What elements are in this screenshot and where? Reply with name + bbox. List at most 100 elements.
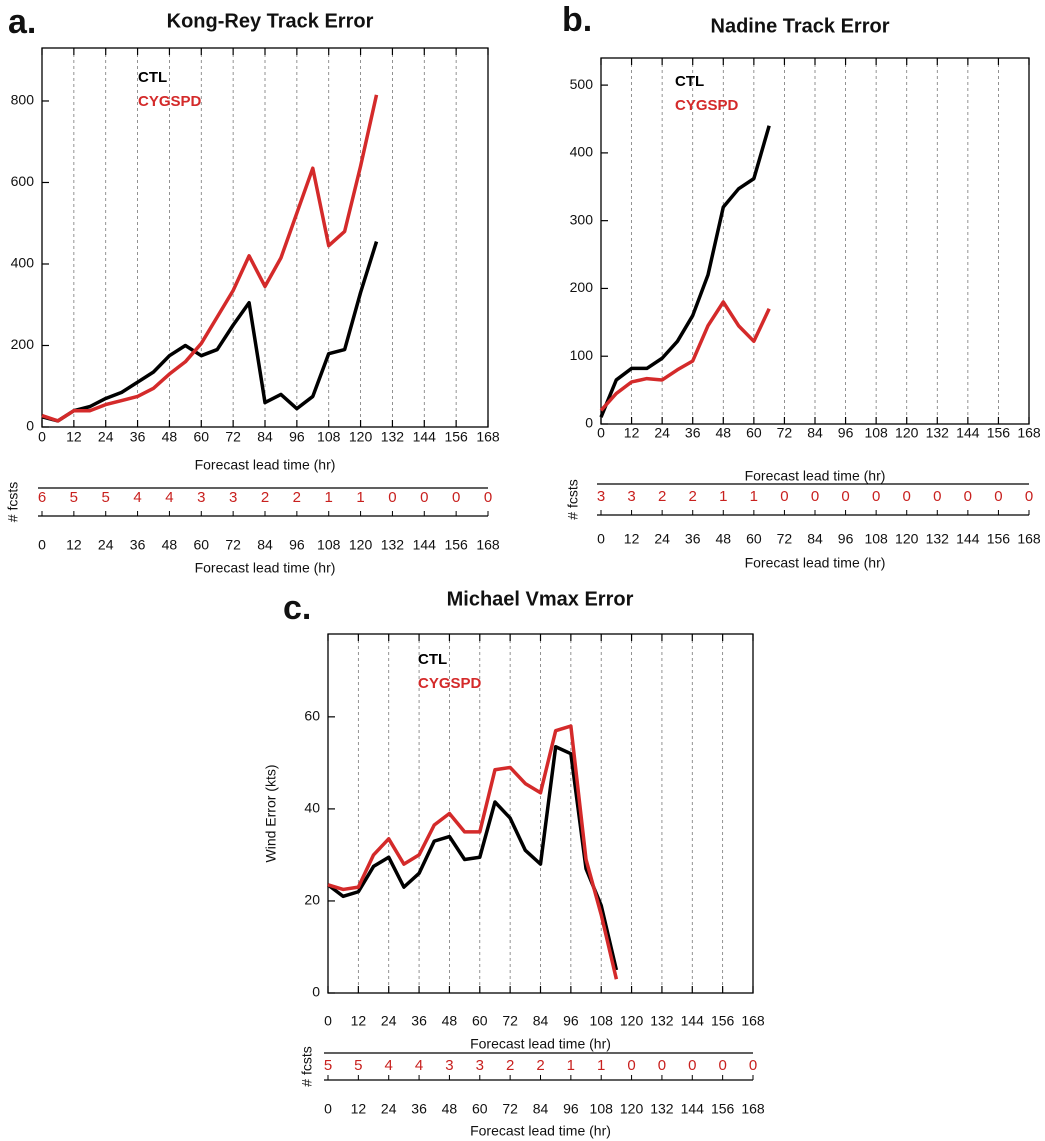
forecast-count: 6 (38, 489, 46, 506)
count-x-tick-label: 24 (381, 1101, 397, 1117)
count-x-tick-label: 60 (746, 531, 762, 547)
count-x-tick-label: 60 (193, 537, 209, 553)
x-tick-label: 24 (654, 425, 670, 441)
y-tick-label: 0 (585, 415, 593, 431)
count-x-tick-label: 0 (324, 1101, 332, 1117)
count-x-tick-label: 36 (411, 1101, 427, 1117)
y-tick-label: 400 (11, 255, 35, 271)
x-tick-label: 12 (66, 429, 82, 445)
count-x-tick-label: 60 (472, 1101, 488, 1117)
forecast-count: 5 (324, 1057, 332, 1074)
forecast-count: 2 (293, 489, 301, 506)
x-axis-label: Forecast lead time (hr) (470, 1036, 611, 1052)
count-x-tick-label: 96 (563, 1101, 579, 1117)
x-tick-label: 72 (777, 425, 793, 441)
x-tick-label: 0 (597, 425, 605, 441)
y-tick-label: 600 (11, 173, 35, 189)
count-x-tick-label: 96 (289, 537, 305, 553)
legend-entry: CTL (418, 651, 447, 668)
y-tick-label: 400 (570, 144, 594, 160)
x-tick-label: 60 (746, 425, 762, 441)
x-tick-label: 168 (741, 1013, 765, 1029)
forecast-count: 3 (627, 488, 635, 505)
forecast-count: 0 (811, 488, 819, 505)
x-tick-label: 48 (715, 425, 731, 441)
forecast-count: 2 (658, 488, 666, 505)
count-x-tick-label: 108 (590, 1101, 614, 1117)
forecast-count: 0 (994, 488, 1002, 505)
series-line (599, 300, 771, 412)
x-tick-label: 0 (38, 429, 46, 445)
x-tick-label: 132 (381, 429, 405, 445)
count-x-tick-label: 48 (162, 537, 178, 553)
chart-title: Kong-Rey Track Error (167, 10, 374, 32)
x-tick-label: 120 (895, 425, 919, 441)
forecast-count: 0 (780, 488, 788, 505)
forecast-count: 5 (354, 1057, 362, 1074)
forecast-count: 1 (567, 1057, 575, 1074)
forecast-count: 3 (597, 488, 605, 505)
x-tick-label: 60 (193, 429, 209, 445)
x-tick-label: 108 (864, 425, 888, 441)
count-x-tick-label: 144 (956, 531, 980, 547)
series-line (327, 724, 619, 980)
x-tick-label: 24 (381, 1013, 397, 1029)
count-label: # fcsts (565, 479, 581, 519)
legend-entry: CTL (138, 69, 167, 86)
forecast-count: 0 (903, 488, 911, 505)
count-x-tick-label: 36 (130, 537, 146, 553)
x-tick-label: 12 (624, 425, 640, 441)
count-x-tick-label: 0 (38, 537, 46, 553)
x-tick-label: 24 (98, 429, 114, 445)
plot-frame (327, 633, 754, 994)
count-x-tick-label: 24 (98, 537, 114, 553)
count-x-tick-label: 156 (444, 537, 468, 553)
x-axis-label: Forecast lead time (hr) (745, 555, 886, 571)
count-x-tick-label: 84 (807, 531, 823, 547)
x-tick-label: 96 (563, 1013, 579, 1029)
x-tick-label: 144 (956, 425, 980, 441)
x-tick-label: 36 (685, 425, 701, 441)
panel-label: b. (562, 1, 592, 39)
x-tick-label: 156 (987, 425, 1011, 441)
forecast-count: 4 (133, 489, 141, 506)
forecast-count: 0 (688, 1057, 696, 1074)
x-tick-label: 36 (411, 1013, 427, 1029)
forecast-count: 0 (484, 489, 492, 506)
forecast-count: 2 (689, 488, 697, 505)
forecast-count: 2 (261, 489, 269, 506)
count-x-tick-label: 120 (349, 537, 373, 553)
x-axis-label: Forecast lead time (hr) (470, 1123, 611, 1139)
count-x-tick-label: 168 (1017, 531, 1041, 547)
forecast-count: 0 (658, 1057, 666, 1074)
count-x-tick-label: 72 (777, 531, 793, 547)
count-x-tick-label: 36 (685, 531, 701, 547)
x-tick-label: 156 (444, 429, 468, 445)
x-tick-label: 12 (351, 1013, 367, 1029)
count-x-tick-label: 24 (654, 531, 670, 547)
y-tick-label: 0 (26, 418, 34, 434)
y-tick-label: 100 (570, 347, 594, 363)
count-x-tick-label: 144 (413, 537, 437, 553)
forecast-count: 1 (356, 489, 364, 506)
x-tick-label: 132 (926, 425, 950, 441)
forecast-count: 4 (385, 1057, 393, 1074)
count-x-tick-label: 48 (442, 1101, 458, 1117)
x-tick-label: 144 (681, 1013, 705, 1029)
x-tick-label: 108 (317, 429, 341, 445)
legend-entry: CYGSPD (675, 97, 739, 114)
count-x-tick-label: 12 (624, 531, 640, 547)
panel-label: a. (8, 3, 36, 41)
count-x-tick-label: 108 (317, 537, 341, 553)
y-tick-label: 60 (304, 708, 320, 724)
forecast-count: 1 (597, 1057, 605, 1074)
x-tick-label: 120 (620, 1013, 644, 1029)
x-tick-label: 132 (650, 1013, 674, 1029)
forecast-count: 0 (452, 489, 460, 506)
y-tick-label: 500 (570, 76, 594, 92)
count-x-tick-label: 120 (895, 531, 919, 547)
count-x-tick-label: 168 (741, 1101, 765, 1117)
count-x-tick-label: 72 (225, 537, 241, 553)
legend-entry: CYGSPD (418, 675, 482, 692)
y-tick-label: 20 (304, 892, 320, 908)
